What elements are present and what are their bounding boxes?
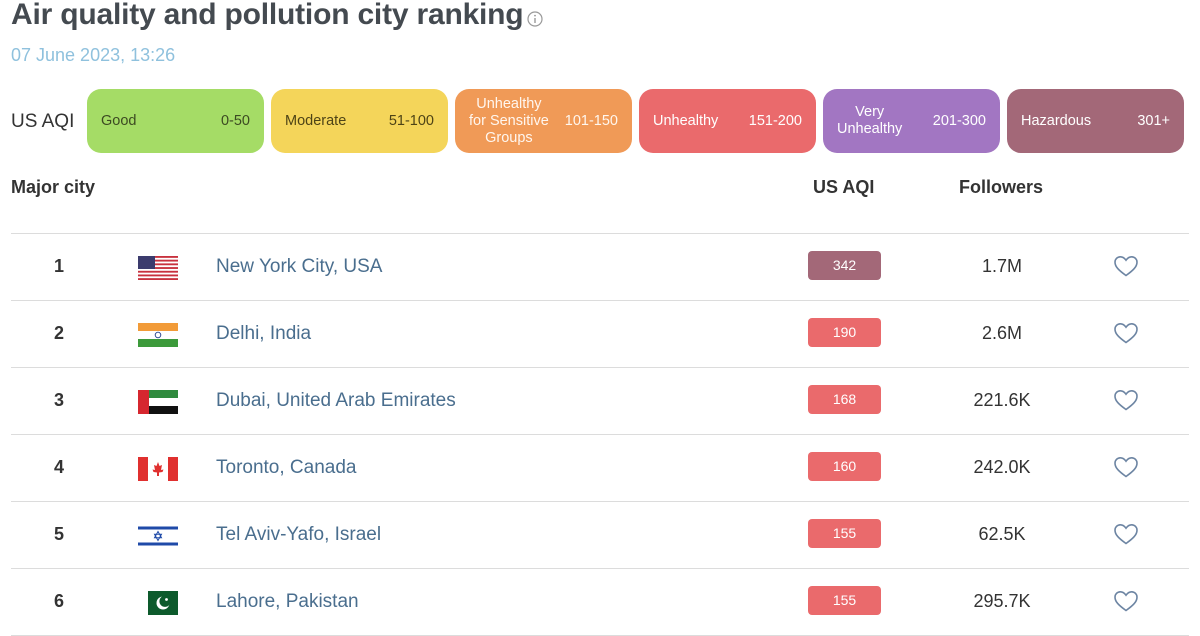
rank: 5 [53,524,64,544]
legend-unhealthy-sensitive: Unhealthy for Sensitive Groups 101-150 [455,89,632,153]
canada-flag-icon [138,457,178,481]
heart-outline-icon[interactable] [1113,254,1139,278]
aqi-badge: 155 [808,586,881,615]
city-link[interactable]: Delhi, India [216,323,312,344]
legend-category: Hazardous [1021,112,1092,129]
followers-count: 295.7K [973,591,1031,611]
legend-range: 51-100 [388,113,434,129]
legend-category: Moderate [285,112,347,129]
rank: 2 [53,323,64,343]
rank: 6 [53,591,64,611]
heart-outline-icon[interactable] [1113,388,1139,412]
legend-range: 101-150 [564,113,618,129]
heart-outline-icon[interactable] [1113,321,1139,345]
table-row[interactable]: 5 Tel Aviv-Yafo, Israel 155 62.5K [11,502,1189,569]
legend-category: Very Unhealthy [837,104,902,138]
followers-count: 62.5K [978,524,1026,544]
legend-range: 201-300 [932,113,986,129]
city-link[interactable]: Tel Aviv-Yafo, Israel [216,524,382,545]
city-ranking-table: 1 New York City, USA 342 1.7M 2 Delhi, I… [11,233,1189,636]
city-link[interactable]: Lahore, Pakistan [216,591,359,612]
table-row[interactable]: 6 Lahore, Pakistan 155 295.7K [11,569,1189,636]
legend-category-line: Unhealthy [476,95,542,112]
legend-category-line: Unhealthy [837,121,903,137]
heart-outline-icon[interactable] [1113,455,1139,479]
aqi-badge: 168 [808,385,881,414]
timestamp: 07 June 2023, 13:26 [11,45,176,65]
column-header-followers[interactable]: Followers [959,177,1044,197]
heart-outline-icon[interactable] [1113,589,1139,613]
aqi-badge: 342 [808,251,881,280]
legend-good: Good 0-50 [87,89,264,153]
legend-range: 151-200 [748,113,802,129]
rank: 4 [53,457,64,477]
aqi-scale-label: US AQI [11,111,75,132]
india-flag-icon [138,323,178,347]
legend-range: 0-50 [220,113,250,129]
table-row[interactable]: 4 Toronto, Canada 160 242.0K [11,435,1189,502]
israel-flag-icon [138,524,178,548]
legend-moderate: Moderate 51-100 [271,89,448,153]
legend-category-line: Very [855,104,885,120]
city-link[interactable]: New York City, USA [216,256,383,277]
aqi-badge: 190 [808,318,881,347]
legend-range: 301+ [1137,113,1170,129]
legend-category: Unhealthy [653,112,719,129]
rank: 1 [53,256,64,276]
legend-very-unhealthy: Very Unhealthy 201-300 [823,89,1000,153]
followers-count: 2.6M [981,323,1023,343]
uae-flag-icon [138,390,178,414]
legend-category: Good [101,112,137,129]
heart-outline-icon[interactable] [1113,522,1139,546]
usa-flag-icon [138,256,178,280]
city-link[interactable]: Toronto, Canada [216,457,357,478]
page-title: Air quality and pollution city ranking [11,0,524,31]
rank: 3 [53,390,64,410]
info-icon[interactable] [527,11,543,27]
legend-category-line: Groups [485,129,533,146]
table-row[interactable]: 1 New York City, USA 342 1.7M [11,234,1189,301]
table-row[interactable]: 2 Delhi, India 190 2.6M [11,301,1189,368]
column-header-city[interactable]: Major city [11,177,96,197]
aqi-badge: 155 [808,519,881,548]
column-header-aqi[interactable]: US AQI [813,177,875,197]
followers-count: 1.7M [981,256,1023,276]
legend-hazardous: Hazardous 301+ [1007,89,1184,153]
table-row[interactable]: 3 Dubai, United Arab Emirates 168 221.6K [11,368,1189,435]
followers-count: 242.0K [973,457,1031,477]
legend-category: Unhealthy for Sensitive Groups [469,96,549,147]
city-link[interactable]: Dubai, United Arab Emirates [216,390,456,411]
aqi-badge: 160 [808,452,881,481]
pakistan-flag-icon [138,591,178,615]
aqi-legend: Good 0-50 Moderate 51-100 Unhealthy for … [87,89,1184,153]
legend-unhealthy: Unhealthy 151-200 [639,89,816,153]
followers-count: 221.6K [973,390,1031,410]
legend-category-line: for Sensitive [469,112,549,129]
